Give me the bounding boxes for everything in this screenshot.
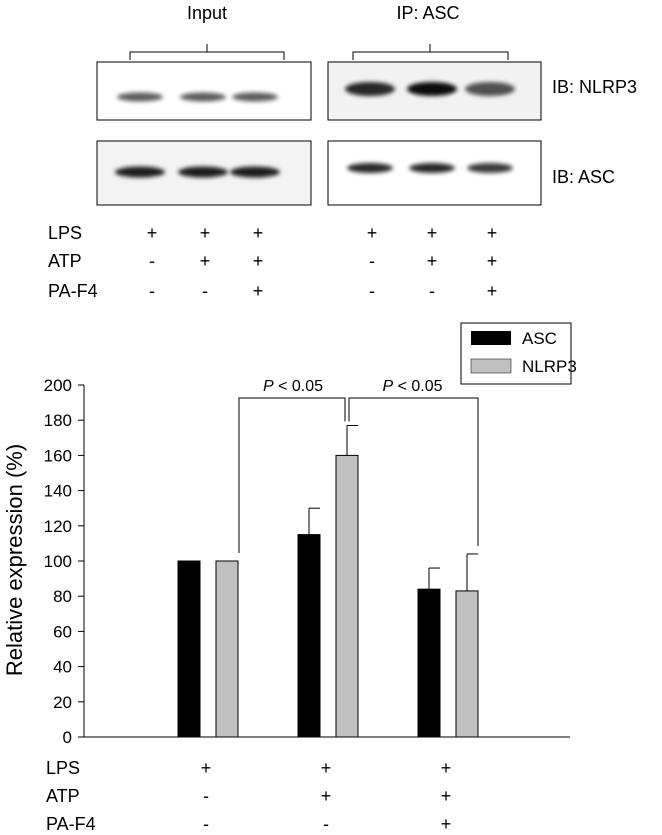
blot-bands — [115, 82, 515, 178]
y-axis-ticks: 0 20 40 60 80 100 120 140 160 180 200 — [44, 376, 84, 747]
significance-label-1: P < 0.05 — [263, 378, 323, 395]
chart-sign-lps-group1: + — [201, 758, 212, 778]
band-ip-asc-1 — [347, 163, 393, 173]
chart-sign-pa-f4-group2: - — [323, 814, 329, 834]
blot-sign-ip-pa-f4-lane3: + — [487, 281, 498, 301]
band-input-nlrp3-3 — [232, 92, 278, 102]
band-input-asc-3 — [230, 166, 280, 178]
error-bars — [308, 424, 478, 591]
row-label-asc: IB: ASC — [552, 167, 615, 187]
band-ip-nlrp3-3 — [465, 82, 515, 96]
band-ip-asc-2 — [409, 163, 455, 173]
blot-treatment-atp: ATP — [48, 251, 82, 271]
y-tick-label-180: 180 — [44, 411, 72, 430]
blot-sign-input-lps-lane1: + — [147, 223, 158, 243]
y-tick-label-120: 120 — [44, 517, 72, 536]
chart-sign-pa-f4-group1: - — [203, 814, 209, 834]
blot-sign-input-lps-lane2: + — [200, 223, 211, 243]
blot-sign-ip-pa-f4-lane1: - — [369, 281, 375, 301]
y-tick-label-20: 20 — [53, 693, 72, 712]
bars — [177, 454, 479, 738]
blot-sign-input-atp-lane1: - — [149, 251, 155, 271]
y-tick-label-100: 100 — [44, 552, 72, 571]
bar-nlrp3-group2 — [335, 454, 359, 738]
bar-chart: Relative expression (%) 0 20 40 60 80 100 120 1… — [2, 322, 577, 834]
band-input-asc-1 — [115, 166, 165, 178]
bar-asc-group3 — [417, 588, 441, 738]
y-tick-label-200: 200 — [44, 376, 72, 395]
bar-asc-group2 — [297, 534, 321, 738]
blot-sign-ip-atp-lane3: + — [487, 251, 498, 271]
chart-sign-atp-group3: + — [441, 786, 452, 806]
legend-swatch-nlrp3 — [470, 358, 512, 374]
y-tick-label-140: 140 — [44, 482, 72, 501]
legend-swatch-asc — [471, 331, 511, 345]
band-ip-nlrp3-1 — [345, 82, 395, 96]
y-tick-label-0: 0 — [63, 728, 72, 747]
chart-treatment-atp: ATP — [46, 786, 80, 806]
blot-sign-input-pa-f4-lane2: - — [202, 281, 208, 301]
panel-title-input: Input — [187, 3, 227, 23]
bar-nlrp3-group1 — [215, 560, 239, 738]
band-input-asc-2 — [178, 166, 228, 178]
blot-sign-ip-atp-lane1: - — [369, 251, 375, 271]
y-axis-label: Relative expression (%) — [2, 444, 27, 676]
chart-sign-lps-group3: + — [441, 758, 452, 778]
y-tick-label-60: 60 — [53, 622, 72, 641]
chart-sign-lps-group2: + — [321, 758, 332, 778]
blot-treatment-signs: + + + - + + - - + + + + - + + - - + — [147, 223, 498, 301]
input-lanes-bracket — [129, 44, 285, 60]
western-blot: Input IP: ASC IB: NLRP3 IB: ASC LPS ATP … — [48, 3, 637, 301]
significance-bracket-2 — [348, 397, 479, 546]
blot-sign-ip-lps-lane1: + — [367, 223, 378, 243]
chart-sign-atp-group2: + — [321, 786, 332, 806]
blot-sign-input-pa-f4-lane3: + — [253, 281, 264, 301]
blot-sign-ip-pa-f4-lane2: - — [429, 281, 435, 301]
blot-treatment-lps: LPS — [48, 223, 82, 243]
chart-treatment-lps: LPS — [46, 758, 80, 778]
significance-annotations: P < 0.05 P < 0.05 — [238, 378, 479, 553]
significance-bracket-1 — [238, 397, 346, 553]
chart-treatment-pa-f4: PA-F4 — [46, 814, 96, 834]
legend-label-nlrp3: NLRP3 — [522, 357, 577, 376]
blot-sign-ip-lps-lane2: + — [427, 223, 438, 243]
blot-sign-ip-lps-lane3: + — [487, 223, 498, 243]
blot-sign-input-atp-lane3: + — [253, 251, 264, 271]
blot-sign-ip-atp-lane2: + — [427, 251, 438, 271]
blot-sign-input-pa-f4-lane1: - — [149, 281, 155, 301]
blot-sign-input-atp-lane2: + — [200, 251, 211, 271]
chart-sign-atp-group1: - — [203, 786, 209, 806]
blot-input-nlrp3 — [96, 61, 312, 121]
bar-asc-group1 — [177, 560, 201, 738]
band-ip-nlrp3-2 — [407, 82, 457, 96]
blot-ip-asc — [327, 140, 542, 206]
legend-label-asc: ASC — [522, 329, 557, 348]
band-input-nlrp3-1 — [117, 92, 163, 102]
chart-sign-pa-f4-group3: + — [441, 814, 452, 834]
y-tick-label-40: 40 — [53, 658, 72, 677]
chart-treatment-signs: + + + - + + - - + — [201, 758, 452, 834]
band-ip-asc-3 — [467, 163, 513, 173]
legend: ASC NLRP3 — [460, 322, 577, 385]
ip-lanes-bracket — [352, 44, 509, 60]
bar-nlrp3-group3 — [455, 590, 479, 738]
blot-treatment-pa-f4: PA-F4 — [48, 281, 98, 301]
significance-label-2: P < 0.05 — [382, 378, 442, 395]
blot-sign-input-lps-lane3: + — [253, 223, 264, 243]
band-input-nlrp3-2 — [180, 92, 226, 102]
y-tick-label-160: 160 — [44, 446, 72, 465]
y-tick-label-80: 80 — [53, 587, 72, 606]
row-label-nlrp3: IB: NLRP3 — [552, 77, 637, 97]
panel-title-ip: IP: ASC — [396, 3, 459, 23]
